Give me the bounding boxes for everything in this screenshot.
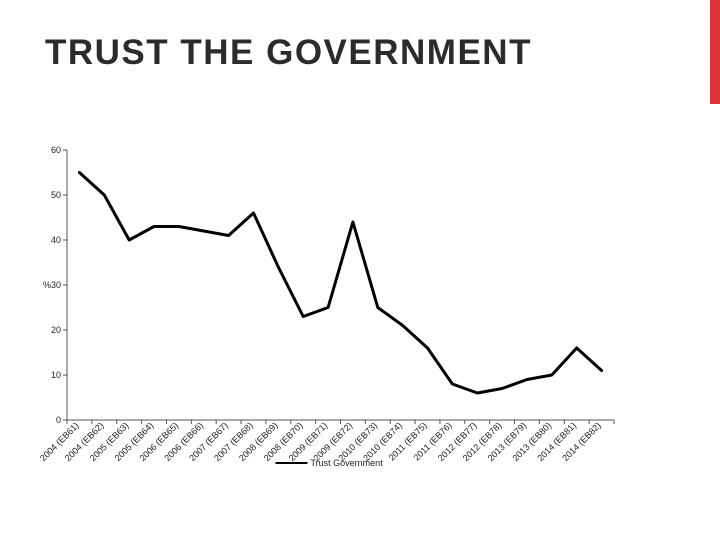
series-line (77, 171, 604, 395)
data-point (575, 346, 578, 350)
data-point (600, 369, 603, 372)
slide-title: TRUST THE GOVERNMENT (45, 33, 532, 72)
y-tick-label: 10 (51, 370, 61, 380)
chart-legend: Trust Government (275, 458, 384, 468)
data-point (426, 346, 429, 350)
chart-series (77, 171, 604, 395)
y-axis-ticks: 0 10 20 %30 40 50 60 (43, 145, 67, 425)
data-point (351, 220, 355, 224)
y-tick-label: 0 (56, 415, 61, 425)
data-point (202, 229, 205, 233)
y-tick-label: 60 (51, 145, 61, 155)
data-point (525, 378, 529, 381)
data-point (78, 171, 81, 174)
data-point (127, 238, 131, 242)
data-point (500, 387, 504, 390)
data-point (451, 382, 454, 386)
data-point (152, 225, 156, 228)
data-point (376, 306, 379, 309)
x-axis-ticks: 2004 (EB61)2004 (EB62)2005 (EB63)2005 (E… (38, 420, 615, 463)
data-point (326, 306, 330, 309)
data-point (401, 324, 404, 327)
legend-label: Trust Government (311, 458, 384, 468)
data-point (476, 391, 479, 395)
data-point (177, 225, 181, 228)
y-tick-label: %30 (43, 280, 61, 290)
data-point (227, 234, 230, 237)
data-point (277, 265, 280, 269)
y-tick-label: 40 (51, 235, 61, 245)
y-tick-label: 20 (51, 325, 61, 335)
data-point (302, 315, 305, 318)
y-tick-label: 50 (51, 190, 61, 200)
data-point (252, 211, 255, 215)
data-point (103, 193, 106, 197)
accent-bar (710, 0, 720, 104)
data-point (550, 373, 554, 377)
